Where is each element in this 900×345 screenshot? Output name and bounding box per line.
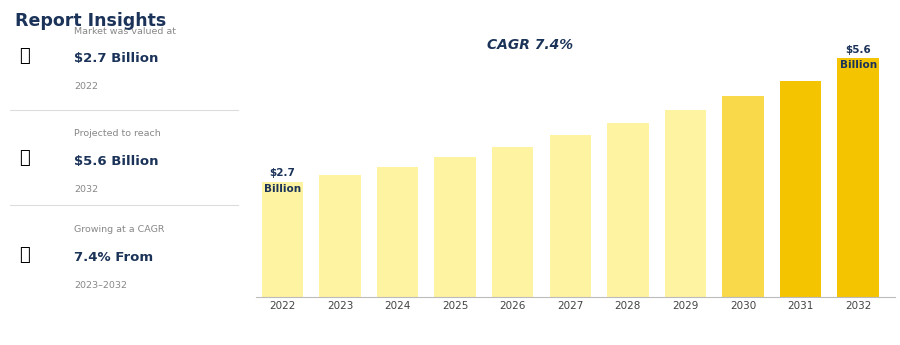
Bar	[320, 175, 361, 297]
Text: $5.6: $5.6	[845, 45, 871, 55]
Bar	[435, 157, 476, 297]
Text: Billion: Billion	[264, 184, 301, 194]
Text: 2022: 2022	[74, 82, 98, 91]
Text: © All right reserved: © All right reserved	[9, 323, 120, 333]
Text: $2.7 Billion: $2.7 Billion	[74, 52, 158, 66]
Text: $2.7: $2.7	[269, 168, 295, 178]
Text: CAGR 7.4%: CAGR 7.4%	[487, 38, 573, 51]
Text: 💰: 💰	[20, 47, 30, 65]
Text: $5.6 Billion: $5.6 Billion	[74, 155, 158, 168]
Bar	[837, 58, 878, 297]
Bar	[779, 81, 821, 297]
Bar	[492, 147, 534, 297]
Text: 2023–2032: 2023–2032	[74, 281, 127, 290]
Text: Allied Market Research: Allied Market Research	[729, 321, 891, 334]
Bar	[377, 167, 418, 297]
Text: 7.4% From: 7.4% From	[74, 251, 153, 264]
Bar	[262, 181, 303, 297]
Bar	[608, 123, 649, 297]
Text: Growing at a CAGR: Growing at a CAGR	[74, 225, 165, 234]
Text: Market was valued at: Market was valued at	[74, 27, 176, 36]
Bar	[722, 96, 764, 297]
Bar	[665, 110, 706, 297]
Text: 💎: 💎	[20, 149, 30, 167]
Text: 📈: 📈	[20, 246, 30, 264]
Text: Billion: Billion	[840, 60, 877, 70]
Bar	[550, 135, 591, 297]
Text: Report Insights: Report Insights	[14, 12, 166, 30]
Text: 2032: 2032	[74, 185, 98, 194]
Text: Projected to reach: Projected to reach	[74, 129, 161, 138]
